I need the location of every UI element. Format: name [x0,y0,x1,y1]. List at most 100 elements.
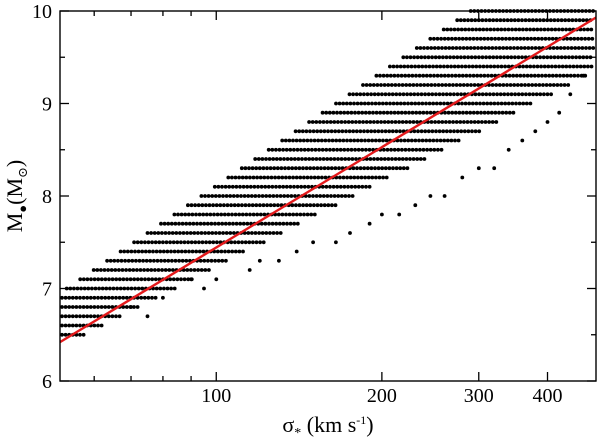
data-point [425,110,429,115]
data-point [550,36,555,41]
data-point [475,36,479,41]
data-point [355,101,360,106]
data-point [430,55,434,60]
data-point [317,147,321,152]
data-point [368,83,373,87]
data-point [541,55,546,60]
data-point [339,120,344,124]
data-point [410,73,415,78]
data-point [342,147,347,152]
data-point [499,101,504,106]
data-point [187,221,192,226]
data-point [285,157,290,161]
data-point [520,55,524,60]
data-point [81,277,86,282]
data-point [308,129,312,134]
data-point [431,101,436,106]
data-point [375,157,380,161]
data-point [532,36,537,41]
data-point [278,194,283,198]
data-point [176,212,180,217]
data-point [406,73,411,78]
data-point [385,73,390,78]
data-point [362,129,366,134]
data-point [511,110,516,115]
data-point [318,157,322,161]
data-point [510,101,515,106]
data-point [140,286,145,291]
data-point [462,129,467,134]
data-point [240,175,245,180]
data-point [170,258,174,263]
data-point [304,203,309,208]
data-point [92,277,97,282]
data-point [474,101,479,106]
data-point [547,73,552,78]
data-point [523,83,527,87]
data-point [425,147,429,152]
data-point [437,55,442,60]
data-point [428,147,433,152]
data-point [539,27,543,32]
data-point [362,101,367,106]
data-point [380,101,385,106]
data-point [305,212,310,217]
data-point [478,64,482,69]
data-point [327,110,332,115]
data-point [142,295,147,300]
data-point [322,203,327,208]
data-point [294,175,299,180]
data-point [405,166,410,171]
data-point [391,101,396,106]
data-point [115,286,119,291]
data-point [179,212,184,217]
data-point [155,258,160,263]
data-point [566,83,571,87]
data-point [171,277,176,282]
data-point [490,120,495,124]
data-point [391,166,395,171]
data-point [354,120,358,124]
data-point [534,55,539,60]
data-point [300,157,304,161]
data-point [362,166,367,171]
data-point [245,184,250,189]
data-point [536,36,541,41]
data-point [254,240,259,245]
data-point [509,55,514,60]
data-point [346,157,351,161]
data-point [407,83,412,87]
data-point [310,120,315,124]
data-point [433,83,437,87]
data-point [589,27,594,32]
data-point [96,277,101,282]
data-point [442,101,446,106]
data-point [365,129,370,134]
data-point [276,175,281,180]
data-point [301,166,305,171]
data-point [477,55,481,60]
data-point [329,129,334,134]
data-point [401,166,406,171]
data-point [353,110,357,115]
data-point [244,175,249,180]
data-point [458,83,463,87]
data-point [167,231,172,235]
data-point [409,64,414,69]
data-point [74,295,79,300]
data-point [205,221,210,226]
data-point [159,221,163,226]
data-point [474,64,479,69]
data-point [171,240,176,245]
data-point [325,120,329,124]
data-point [141,258,146,263]
data-point [85,277,90,282]
data-point [332,157,337,161]
data-point [411,157,416,161]
data-point [162,258,167,263]
data-point [210,231,215,235]
data-point [586,36,591,41]
data-point [78,305,82,309]
data-point [251,175,256,180]
data-point [240,212,245,217]
